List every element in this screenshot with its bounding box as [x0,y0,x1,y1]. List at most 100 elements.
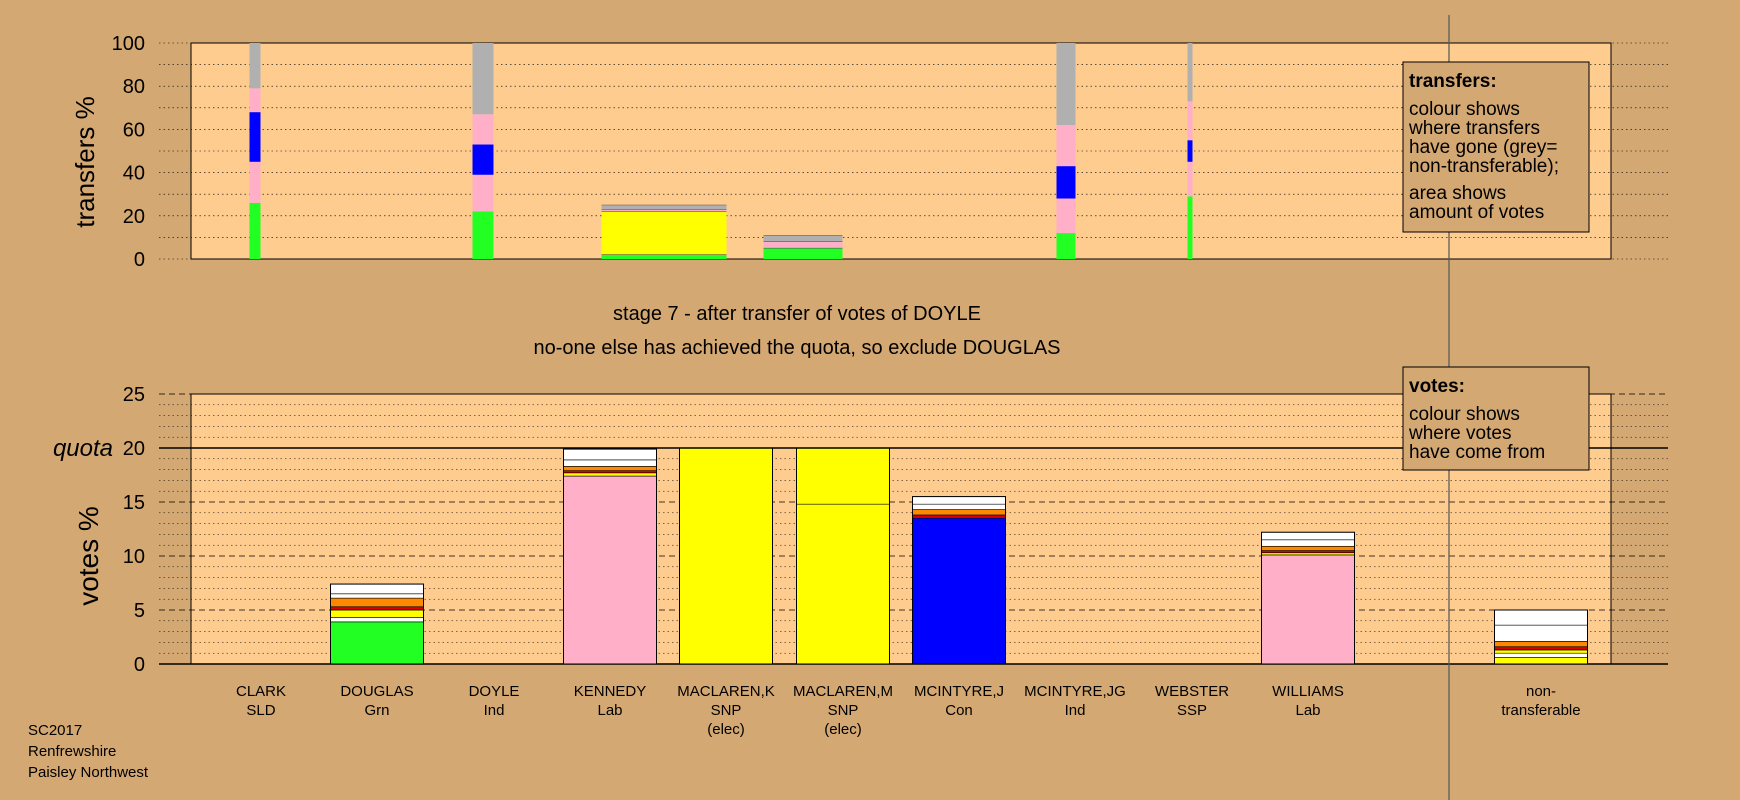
candidate-label: CLARK [236,683,286,700]
transfers-legend: transfers: colour shows where transfers … [1402,61,1590,233]
transfer-segment [249,43,261,89]
candidate-label: Ind [1065,702,1086,719]
vote-segment [912,503,1006,510]
vote-segment [330,606,424,611]
transfer-segment [1187,196,1193,259]
vote-segment [1494,646,1588,651]
transfer-segment [1056,125,1076,167]
y-tick-label: 0 [134,249,145,271]
transfer-segment [249,161,261,203]
transfer-bar [1187,43,1193,259]
candidate-label: WEBSTER [1155,683,1229,700]
vote-segment [1494,641,1588,648]
transfers-legend-line: amount of votes [1409,202,1544,223]
vote-bar [679,447,773,665]
transfers-legend-title: transfers: [1409,71,1497,92]
vote-segment [1494,624,1588,642]
vote-bar-outline [330,583,424,665]
transfers-legend-line: non-transferable); [1409,156,1559,177]
vote-segment [330,593,424,599]
vote-segment [563,475,657,665]
vote-segment [1261,554,1355,665]
votes-y-ticks: 0 5 10 15 20 25 [123,384,145,676]
vote-segment [912,496,1006,505]
candidate-label: Grn [364,702,389,719]
transfer-bar [601,204,727,259]
transfer-segment [1056,166,1076,199]
transfer-segment [1056,233,1076,259]
footer-ward: Paisley Northwest [28,764,149,781]
candidate-label: MCINTYRE,J [914,683,1004,700]
transfer-segment [472,114,494,145]
y-tick-label: 80 [123,76,145,98]
vote-bar [912,496,1006,665]
transfer-segment [249,112,261,162]
votes-panel [190,393,1612,665]
vote-segment [1494,652,1588,658]
y-tick-label: 5 [134,600,145,622]
y-tick-label: 10 [123,546,145,568]
transfer-segment [601,211,727,255]
vote-bar [1261,531,1355,665]
quota-label: quota [53,435,113,462]
vote-segment [1261,531,1355,541]
stage-decision: no-one else has achieved the quota, so e… [534,337,1061,359]
y-tick-label: 100 [112,33,145,55]
candidate-label: MACLAREN,M [793,683,893,700]
transfer-segment [472,174,494,212]
y-tick-label: 40 [123,163,145,185]
vote-bar-outline [563,448,657,665]
candidate-label: (elec) [824,721,862,738]
vote-segment [1261,545,1355,551]
vote-segment [563,472,657,477]
vote-segment [330,617,424,623]
candidate-labels: CLARK SLD DOUGLAS Grn DOYLE Ind KENNEDY Lab MACL… [236,683,1581,738]
transfers-legend-line: have gone (grey= [1409,137,1557,158]
candidate-label: KENNEDY [574,683,647,700]
transfer-segment [763,235,843,242]
transfers-legend-line: colour shows [1409,99,1520,120]
y-tick-label: 15 [123,492,145,514]
transfer-segment [472,43,494,115]
transfer-segment [763,241,843,249]
vote-segment [1261,552,1355,556]
vote-segment [563,459,657,467]
candidate-label: MCINTYRE,JG [1024,683,1126,700]
y-tick-label: 60 [123,119,145,141]
vote-segment [912,509,1006,516]
transfers-legend-line: area shows [1409,183,1506,204]
candidate-label: SLD [246,702,275,719]
vote-segment [1261,539,1355,547]
candidate-label: Lab [597,702,622,719]
votes-legend: votes: colour shows where votes have com… [1402,366,1590,471]
vote-segment [1494,649,1588,654]
transfer-bar [472,43,494,259]
candidate-label: non- [1526,683,1556,700]
transfer-segment [472,211,494,259]
votes-y-axis-label: votes % [73,506,104,606]
vote-segment [563,466,657,471]
transfer-segment [1187,161,1193,197]
vote-segment [796,447,890,505]
vote-segment [1494,609,1588,626]
transfers-legend-line: where transfers [1408,118,1540,139]
votes-legend-title: votes: [1409,376,1465,397]
vote-segment [1261,550,1355,554]
y-tick-label: 0 [134,654,145,676]
vote-segment [330,597,424,608]
footer-council: Renfrewshire [28,743,116,760]
candidate-label: DOYLE [469,683,520,700]
vote-segment [330,583,424,595]
candidate-label: transferable [1501,702,1580,719]
transfer-segment [1187,43,1193,102]
vote-bar [1494,609,1588,665]
transfer-segment [249,202,261,259]
vote-segment [563,448,657,461]
vote-segment [912,517,1006,665]
y-tick-label: 25 [123,384,145,406]
transfer-bar [249,43,261,259]
vote-segment [330,621,424,665]
transfer-segment [601,209,727,212]
footer-election: SC2017 [28,722,82,739]
candidate-label: Ind [484,702,505,719]
